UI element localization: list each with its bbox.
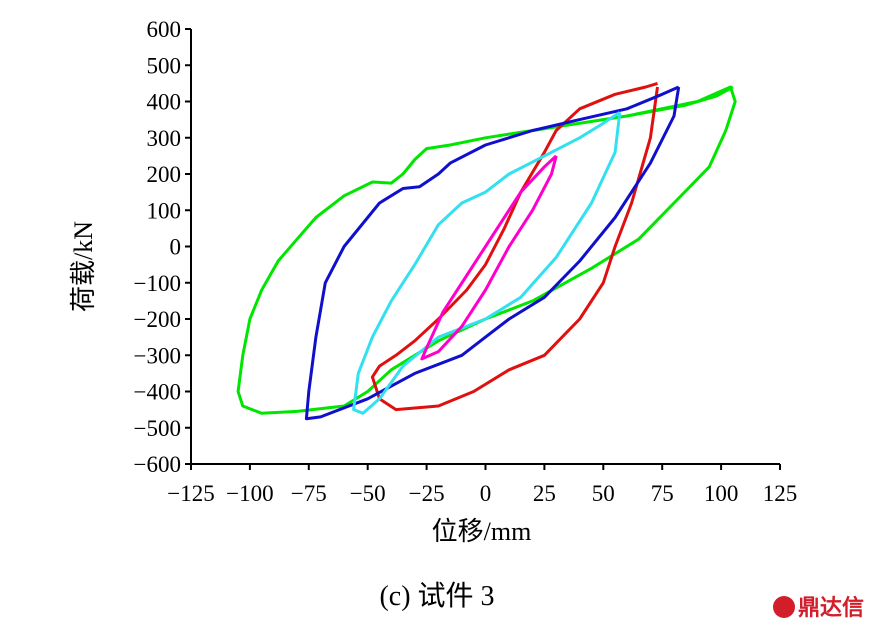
y-tick-label: 400	[147, 90, 182, 115]
y-tick-label: −300	[134, 343, 181, 368]
x-tick-label: −25	[409, 481, 445, 506]
y-tick-label: 600	[147, 17, 182, 42]
series-3-curve	[304, 85, 681, 421]
figure-caption: (c) 试件 3	[379, 581, 495, 612]
y-tick-label: −200	[134, 307, 181, 332]
y-tick-label: 200	[147, 162, 182, 187]
series-5-curve	[420, 154, 558, 361]
watermark-text: 鼎达信	[797, 596, 864, 621]
x-tick-label: −50	[350, 481, 386, 506]
x-tick-label: −75	[291, 481, 327, 506]
logo-icon	[772, 596, 795, 618]
x-tick-label: −100	[226, 481, 273, 506]
y-tick-label: −500	[134, 416, 181, 441]
series-4-curve	[352, 111, 622, 415]
hysteresis-chart: 6005004003002001000−100−200−300−400−500−…	[69, 17, 798, 546]
y-tick-label: 100	[147, 198, 182, 223]
y-tick-label: 300	[147, 126, 182, 151]
series-1-curve	[236, 85, 737, 415]
x-tick-label: −125	[167, 481, 214, 506]
y-tick-label: −400	[134, 380, 181, 405]
x-tick-label: 50	[592, 481, 615, 506]
y-tick-label: −100	[134, 271, 181, 296]
x-tick-label: 75	[651, 481, 674, 506]
y-tick-label: 0	[170, 235, 182, 260]
x-tick-label: 125	[763, 481, 798, 506]
y-tick-label: 500	[147, 53, 182, 78]
axes-layer: 6005004003002001000−100−200−300−400−500−…	[134, 17, 798, 506]
y-ticks: 600 500 400 300 200 100 0 −100 −200 −300 −400 −500 −…	[134, 17, 191, 477]
x-tick-label: 25	[533, 481, 556, 506]
x-axis-title: 位移/mm	[432, 517, 532, 546]
x-tick-label: 0	[480, 481, 492, 506]
x-tick-label: 100	[704, 481, 739, 506]
series-2-curve	[370, 81, 659, 412]
y-axis-title: 荷载/kN	[69, 221, 98, 312]
x-ticks: −125 −100 −75 −50 −25 0 25 50 75 100 125	[167, 464, 797, 506]
y-tick-label: −600	[134, 452, 181, 477]
watermark-logo: 鼎达信	[772, 590, 864, 622]
curves-layer	[236, 81, 737, 421]
